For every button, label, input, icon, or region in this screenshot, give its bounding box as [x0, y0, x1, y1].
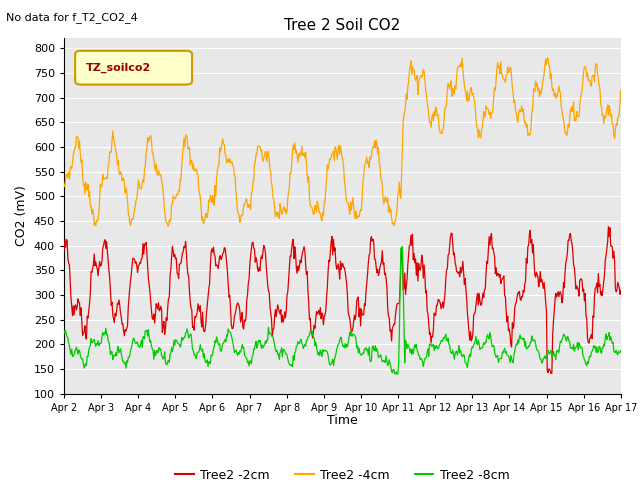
- Legend: Tree2 -2cm, Tree2 -4cm, Tree2 -8cm: Tree2 -2cm, Tree2 -4cm, Tree2 -8cm: [170, 464, 515, 480]
- Title: Tree 2 Soil CO2: Tree 2 Soil CO2: [284, 18, 401, 33]
- Text: No data for f_T2_CO2_4: No data for f_T2_CO2_4: [6, 12, 138, 23]
- Y-axis label: CO2 (mV): CO2 (mV): [15, 186, 28, 246]
- X-axis label: Time: Time: [327, 414, 358, 427]
- Text: TZ_soilco2: TZ_soilco2: [86, 62, 152, 73]
- FancyBboxPatch shape: [75, 51, 192, 84]
